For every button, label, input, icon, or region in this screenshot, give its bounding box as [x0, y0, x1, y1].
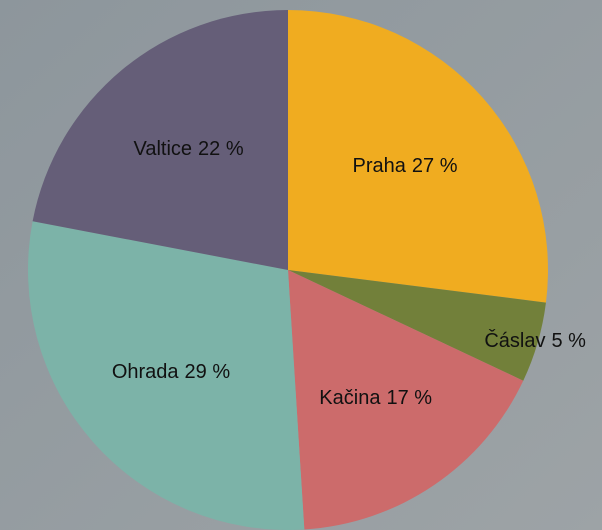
value-label: 5 % [552, 330, 587, 352]
value-label: 29 % [185, 361, 231, 383]
category-label: Valtice [133, 138, 192, 160]
pie-slice [288, 10, 549, 303]
pie-slice [32, 10, 288, 270]
data-label: Kačina 17 % [319, 387, 432, 409]
data-label: Praha 27 % [353, 155, 458, 177]
pie-slice [28, 221, 305, 530]
value-label: 17 % [386, 387, 432, 409]
category-label: Ohrada [112, 361, 180, 383]
data-label: Čáslav 5 % [484, 329, 586, 352]
pie-slice [288, 270, 524, 530]
category-label: Kačina [319, 387, 381, 409]
pie-slice [288, 270, 546, 381]
data-label: Ohrada 29 % [112, 361, 231, 383]
category-label: Praha [353, 155, 407, 177]
data-label: Valtice 22 % [133, 138, 243, 160]
value-label: 22 % [198, 138, 244, 160]
category-label: Čáslav [484, 329, 545, 352]
value-label: 27 % [412, 155, 458, 177]
